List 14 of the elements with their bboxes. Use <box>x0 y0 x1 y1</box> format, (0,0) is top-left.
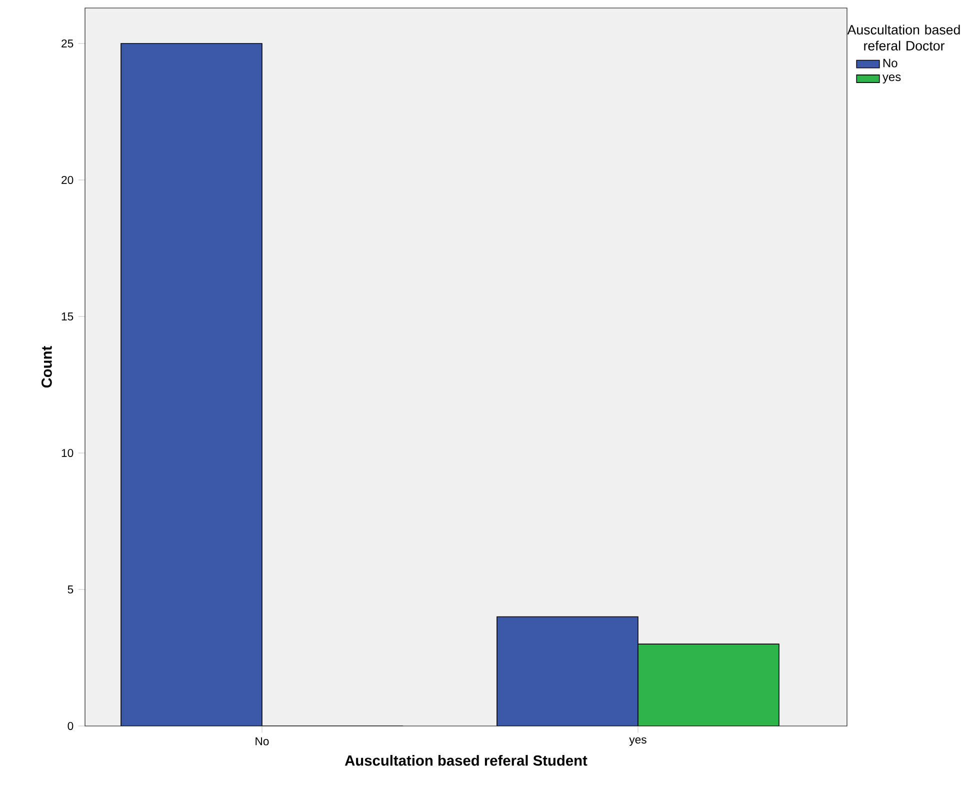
y-tick-label: 5 <box>68 586 74 594</box>
legend-label: No <box>883 58 898 68</box>
y-tick-label: 25 <box>62 39 74 48</box>
y-tick-label: 0 <box>68 722 74 730</box>
legend-label: yes <box>882 74 901 84</box>
legend-title: Auscultation based referal Doctor <box>847 24 960 50</box>
bar <box>638 644 780 726</box>
y-axis-title: Count <box>42 346 52 388</box>
y-tick-label: 10 <box>62 448 74 457</box>
bar <box>120 43 262 726</box>
y-tick-label: 15 <box>62 312 74 320</box>
x-axis-title: Auscultation based referal Student <box>344 754 588 766</box>
y-tick-label: 20 <box>62 176 74 184</box>
bar <box>496 616 638 726</box>
